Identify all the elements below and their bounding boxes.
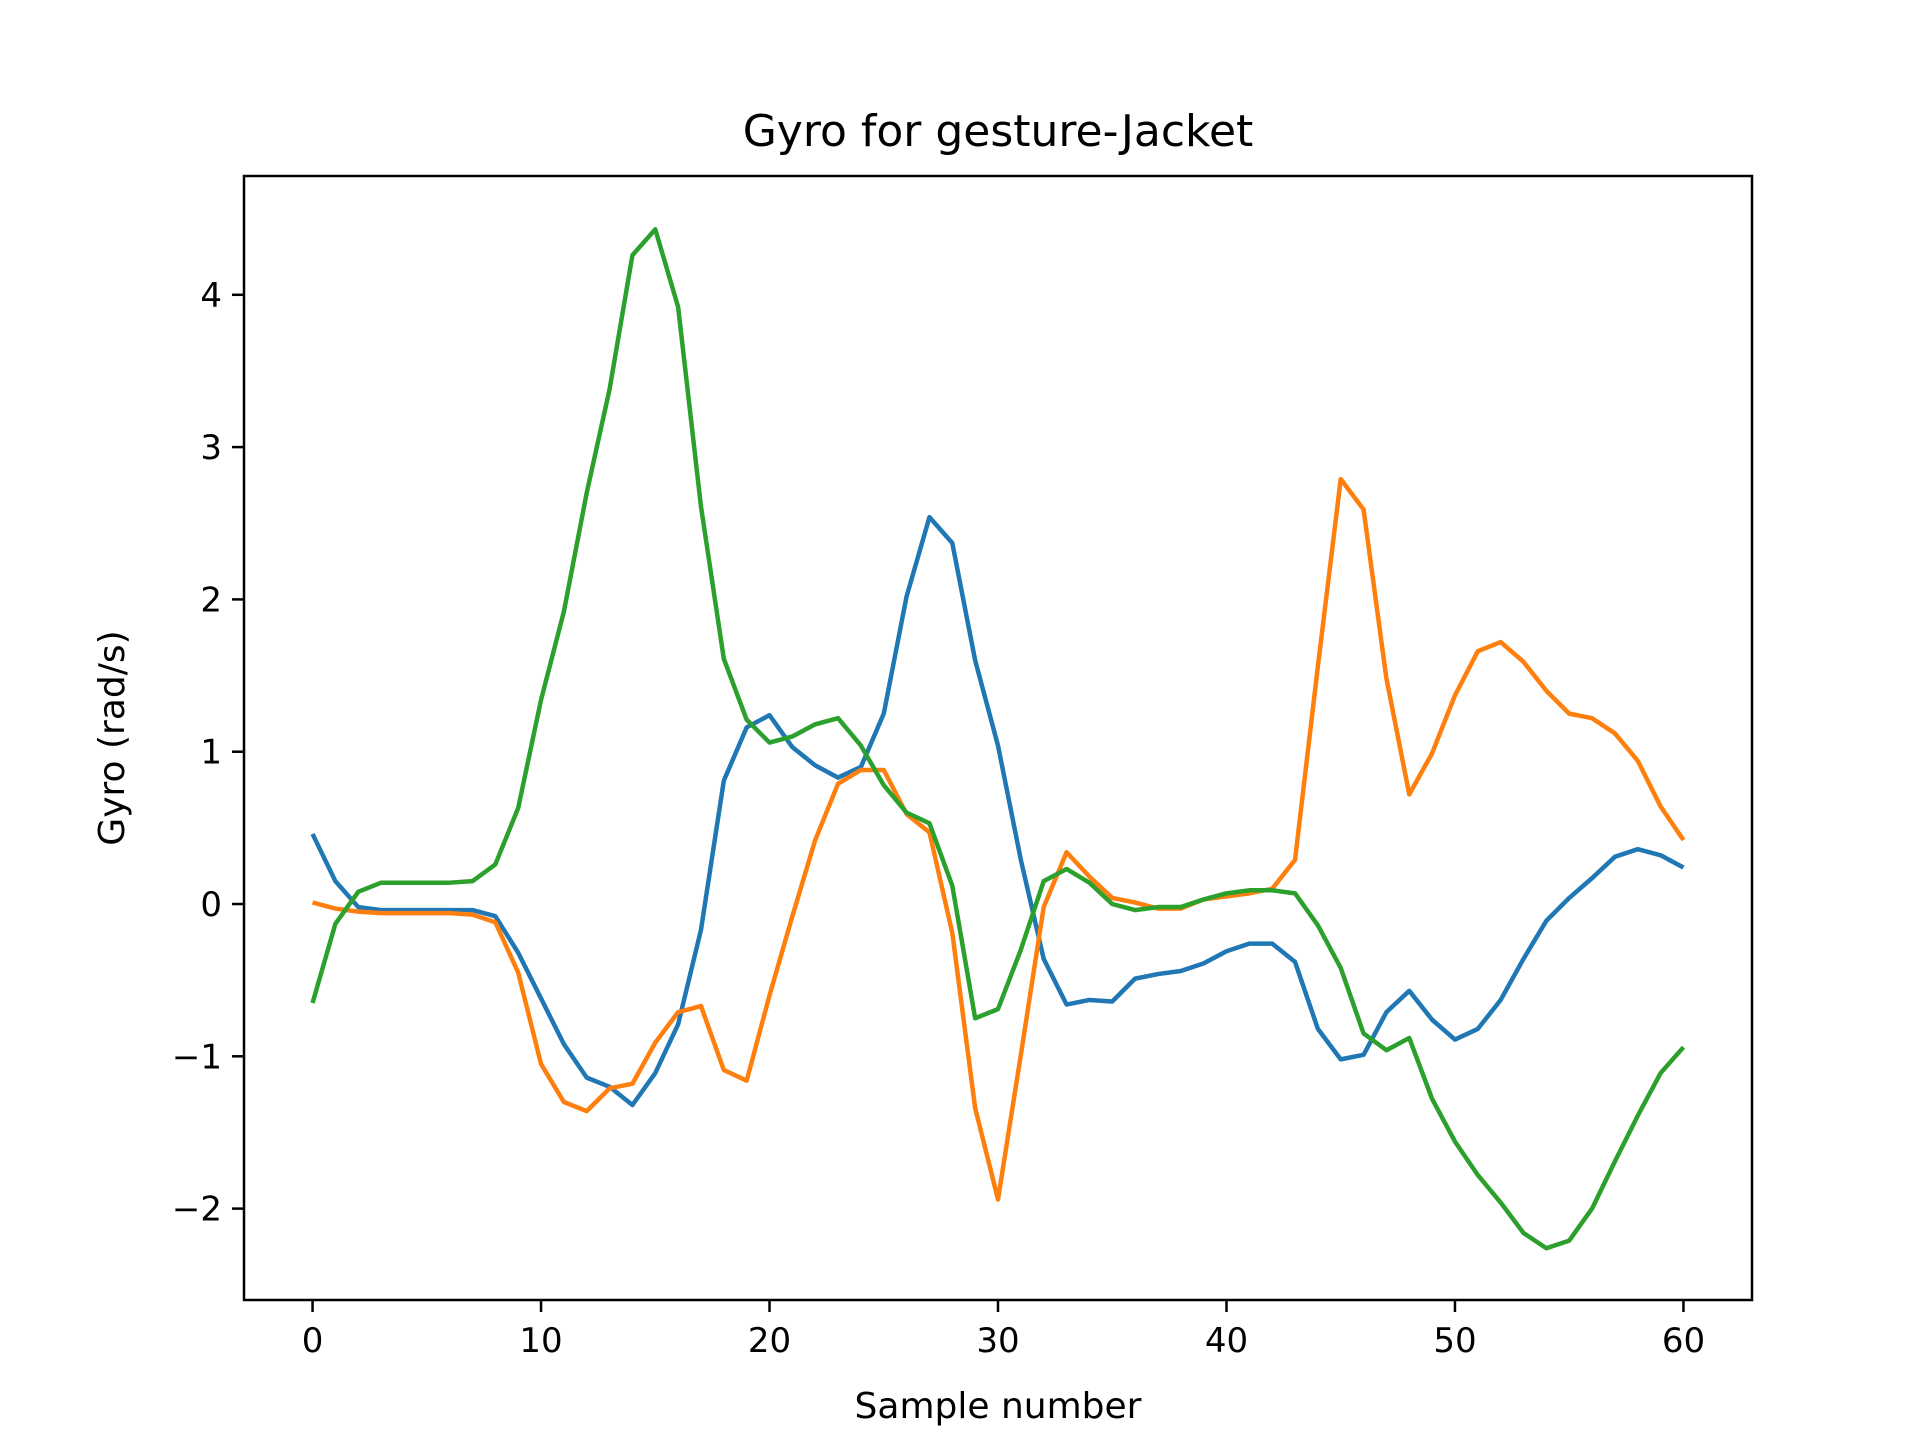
plot-frame xyxy=(242,174,1754,1302)
x-tick-label: 50 xyxy=(1433,1321,1476,1361)
y-tick-label: 1 xyxy=(200,733,222,773)
chart-title: Gyro for gesture-Jacket xyxy=(743,106,1254,157)
y-tick-label: 4 xyxy=(200,276,222,316)
y-axis-label: Gyro (rad/s) xyxy=(92,630,133,845)
y-tick-label: 2 xyxy=(200,580,222,620)
x-tick-label: 10 xyxy=(519,1321,562,1361)
x-tick-label: 0 xyxy=(302,1321,324,1361)
y-tick-label: −2 xyxy=(172,1190,222,1230)
y-axis-ticks: −2 −1 0 1 2 3 4 xyxy=(172,276,244,1230)
x-axis-label: Sample number xyxy=(855,1386,1142,1427)
x-tick-label: 40 xyxy=(1205,1321,1248,1361)
y-tick-label: −1 xyxy=(172,1037,222,1077)
series-line-1 xyxy=(310,514,1685,1108)
x-tick-label: 30 xyxy=(976,1321,1019,1361)
series-layer xyxy=(310,227,1686,1251)
x-tick-label: 20 xyxy=(748,1321,791,1361)
y-tick-label: 3 xyxy=(200,428,222,468)
x-tick-label: 60 xyxy=(1662,1321,1705,1361)
y-tick-label: 0 xyxy=(200,885,222,925)
series-line-3 xyxy=(310,227,1686,1251)
series-line-2 xyxy=(311,476,1686,1202)
x-axis-ticks: 0 10 20 30 40 50 60 xyxy=(302,1300,1705,1361)
